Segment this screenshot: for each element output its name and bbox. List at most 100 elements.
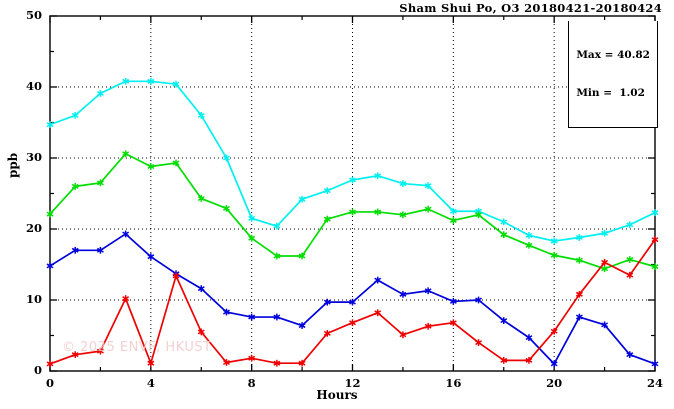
data-point [575,256,583,264]
marker-stroke [248,314,256,320]
y-axis-tick-label: 40 [25,79,42,93]
marker-stroke [147,360,155,366]
data-point [424,182,432,190]
data-point [248,234,256,242]
x-axis-tick-label: 12 [344,376,361,390]
data-point [424,322,432,330]
data-point [651,360,659,368]
data-point [122,230,130,238]
data-point [374,276,382,284]
marker-stroke [223,359,230,365]
marker-stroke [122,78,130,84]
x-axis-tick-label: 0 [45,376,54,390]
series-20180421 [46,77,659,245]
data-point [197,285,205,293]
data-point [71,183,79,190]
data-point [197,112,205,119]
data-point [273,252,281,260]
data-point [273,222,281,230]
data-point [626,351,634,359]
chart-title: Sham Shui Po, O3 20180421-20180424 [399,1,662,15]
data-point [223,359,230,366]
marker-stroke [575,314,583,320]
marker-stroke [550,361,558,367]
data-point [449,319,457,327]
marker-stroke [349,177,356,183]
data-point [223,205,230,212]
marker-stroke [298,360,306,366]
marker-stroke [122,151,130,157]
data-point [172,159,180,167]
marker-stroke [323,299,331,305]
marker-stroke [46,361,54,367]
marker-stroke [71,183,79,189]
data-point [349,319,356,327]
data-point [475,296,482,304]
data-point [575,313,583,321]
marker-stroke [399,212,407,218]
marker-stroke [500,219,508,225]
data-point [273,313,281,321]
marker-stroke [172,273,180,279]
marker-stroke [651,210,659,216]
data-point [122,77,130,85]
marker-stroke [71,112,79,118]
data-point [323,298,331,306]
marker-stroke [323,188,331,194]
data-point [651,236,659,244]
y-axis-tick-label: 0 [33,363,42,377]
marker-stroke [601,266,609,272]
marker-stroke [500,232,508,238]
data-point [475,211,482,219]
marker-stroke [575,257,583,263]
marker-stroke [71,352,79,358]
data-point [147,77,155,85]
data-point [500,218,508,226]
data-point [197,328,205,336]
marker-stroke [122,296,130,302]
data-point [601,321,609,329]
marker-stroke [601,322,609,328]
data-point [197,195,205,202]
marker-stroke [424,183,432,189]
data-point [298,359,306,367]
data-point [550,237,558,245]
marker-stroke [273,253,281,259]
marker-stroke [500,318,508,324]
marker-stroke [223,155,230,161]
marker-stroke [550,328,558,334]
marker-stroke [449,217,457,223]
data-point [374,309,382,317]
marker-stroke [424,323,432,329]
marker-stroke [323,330,331,336]
data-point [399,290,407,298]
y-axis-tick-label: 50 [25,8,42,22]
data-point [46,121,54,129]
marker-stroke [46,211,54,217]
data-point [500,356,508,364]
marker-stroke [601,230,609,236]
data-point [626,256,634,263]
data-point [172,80,180,88]
marker-stroke [651,264,659,270]
marker-stroke [374,277,382,283]
data-point [71,246,79,254]
marker-stroke [96,90,104,96]
data-point [298,322,306,329]
marker-stroke [96,348,104,354]
data-point [525,231,533,239]
data-point [399,331,407,339]
data-point [500,317,508,324]
marker-stroke [197,112,205,118]
data-point [248,214,256,222]
data-point [550,251,558,259]
marker-stroke [223,309,230,315]
x-axis-tick-label: 8 [247,376,256,390]
y-axis-tick-label: 30 [25,150,42,164]
marker-stroke [651,237,659,243]
data-point [575,234,583,241]
data-point [601,229,609,237]
data-point [46,262,54,270]
x-axis-tick-label: 24 [646,376,663,390]
x-axis-tick-label: 20 [546,376,563,390]
